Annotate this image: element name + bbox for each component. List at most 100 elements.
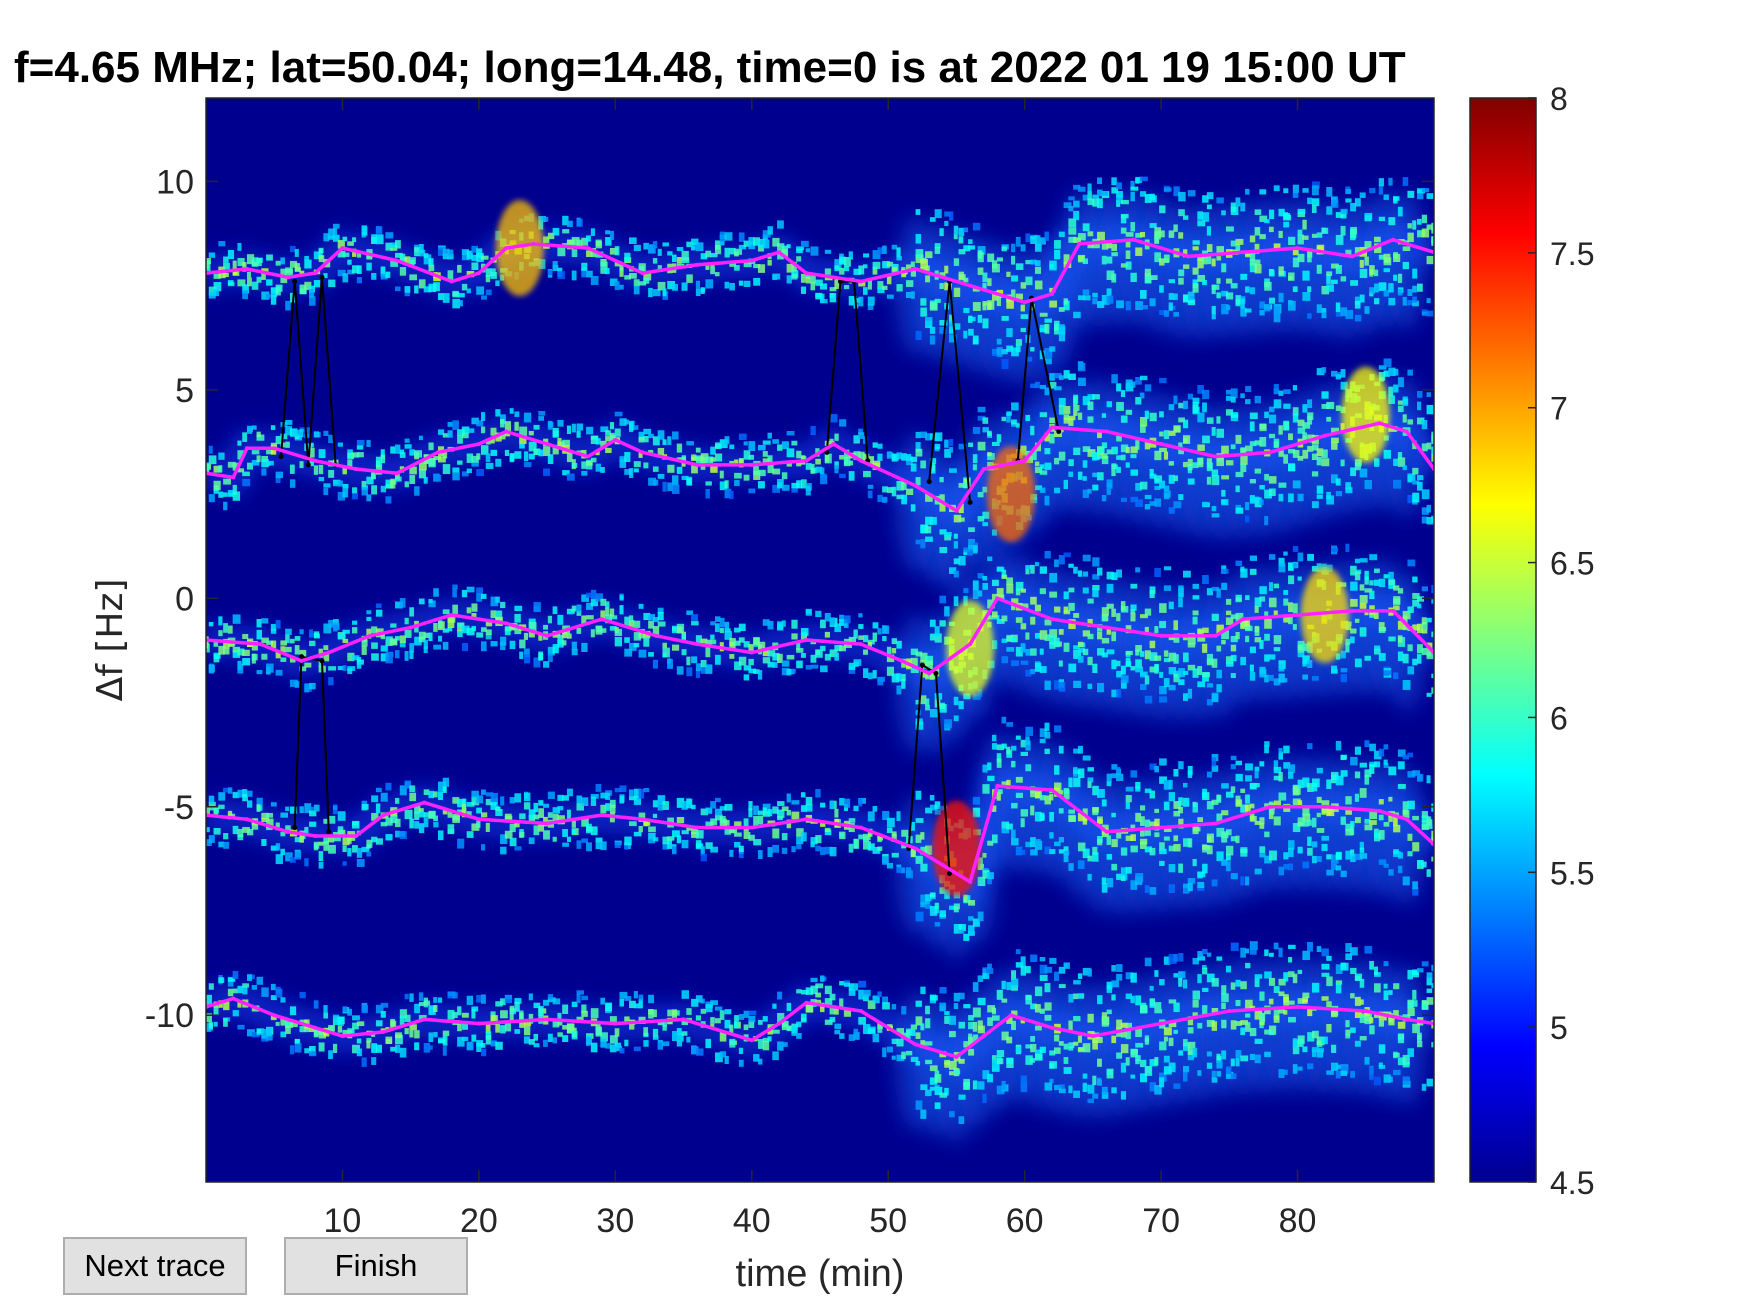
speckle: [915, 1016, 923, 1026]
speckle: [471, 790, 479, 798]
speckle: [657, 795, 666, 805]
speckle: [691, 246, 696, 251]
speckle: [1225, 1071, 1234, 1079]
speckle: [1259, 485, 1265, 490]
speckle: [944, 1016, 951, 1024]
speckle: [1197, 384, 1204, 394]
speckle: [1416, 475, 1424, 481]
speckle: [366, 494, 372, 502]
speckle: [1063, 962, 1070, 969]
speckle: [676, 797, 685, 808]
speckle: [1054, 841, 1061, 847]
speckle: [891, 1038, 898, 1045]
speckle: [1030, 383, 1037, 389]
speckle: [1364, 480, 1372, 490]
speckle: [1120, 390, 1126, 398]
speckle: [1020, 304, 1025, 312]
speckle: [1340, 381, 1348, 390]
speckle: [1135, 301, 1144, 310]
speckle: [877, 443, 883, 449]
speckle: [662, 843, 669, 850]
speckle: [1211, 879, 1218, 887]
speckle: [1082, 289, 1090, 295]
speckle: [1006, 577, 1014, 585]
speckle: [743, 280, 751, 287]
speckle: [1374, 761, 1381, 768]
speckle: [1020, 327, 1026, 333]
speckle: [1168, 279, 1176, 284]
speckle: [576, 795, 583, 804]
speckle: [1140, 683, 1147, 691]
speckle: [600, 628, 607, 633]
speckle: [1273, 800, 1281, 807]
speckle: [1302, 660, 1307, 667]
speckle: [996, 594, 1005, 601]
speckle: [829, 993, 836, 1001]
speckle: [1254, 868, 1262, 875]
speckle: [872, 995, 879, 1000]
speckle: [624, 252, 631, 262]
speckle: [834, 623, 842, 633]
speckle: [1087, 968, 1092, 977]
speckle: [953, 533, 958, 539]
speckle: [1159, 258, 1165, 266]
speckle: [1259, 639, 1264, 649]
speckle: [590, 1042, 598, 1053]
speckle: [605, 1002, 613, 1012]
speckle: [428, 790, 435, 799]
speckle: [1140, 841, 1147, 849]
speckle: [734, 264, 740, 271]
speckle: [1182, 838, 1191, 847]
speckle: [1254, 1054, 1261, 1064]
speckle: [251, 281, 259, 290]
speckle: [891, 831, 897, 837]
speckle: [457, 838, 465, 849]
speckle: [1077, 295, 1085, 301]
speckle: [1316, 304, 1322, 313]
speckle: [270, 425, 276, 430]
speckle: [500, 419, 505, 428]
speckle: [1202, 402, 1207, 413]
speckle: [934, 922, 941, 927]
speckle: [1034, 485, 1043, 491]
speckle: [624, 419, 629, 425]
speckle: [442, 777, 450, 787]
speckle: [691, 998, 699, 1007]
speckle: [1416, 654, 1422, 664]
speckle: [1292, 562, 1298, 569]
speckle: [1402, 680, 1411, 690]
speckle: [891, 1004, 897, 1010]
speckle: [796, 246, 805, 251]
speckle: [772, 468, 781, 475]
speckle: [256, 629, 263, 640]
speckle: [1106, 853, 1113, 860]
speckle: [1120, 1044, 1129, 1054]
speckle: [1173, 1002, 1180, 1012]
speckle: [1297, 229, 1303, 236]
speckle: [1030, 425, 1035, 436]
speckle: [1187, 190, 1196, 197]
speckle: [676, 466, 683, 474]
speckle: [1044, 387, 1050, 396]
speckle: [323, 1005, 328, 1013]
speckle: [686, 1036, 691, 1043]
speckle: [700, 808, 709, 816]
speckle: [648, 244, 656, 254]
speckle: [543, 236, 550, 243]
speckle: [1350, 581, 1358, 591]
speckle: [1039, 412, 1047, 418]
speckle: [925, 900, 930, 905]
speckle: [528, 993, 533, 1001]
speckle: [1025, 736, 1030, 746]
speckle: [1025, 356, 1033, 362]
speckle: [352, 820, 360, 829]
speckle: [1130, 995, 1135, 1004]
speckle: [1173, 1083, 1181, 1089]
speckle: [1058, 966, 1066, 974]
speckle: [523, 802, 531, 810]
speckle: [1273, 243, 1281, 251]
speckle: [328, 1026, 334, 1032]
speckle: [1039, 588, 1046, 595]
speckle: [987, 301, 992, 310]
speckle: [1407, 833, 1413, 841]
